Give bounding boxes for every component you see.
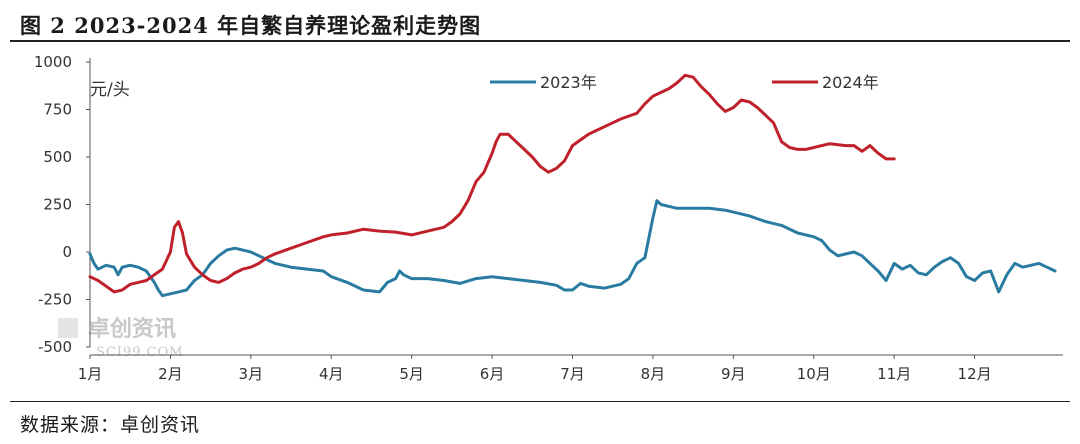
x-tick-label: 3月 (239, 365, 264, 383)
source-rule (10, 401, 1070, 402)
data-source: 数据来源：卓创资讯 (20, 414, 201, 436)
x-tick-label: 6月 (480, 365, 505, 383)
y-unit-label: 元/头 (90, 80, 130, 100)
x-tick-label: 12月 (958, 365, 992, 383)
x-tick-label: 2月 (158, 365, 183, 383)
watermark-logo: 卓创资讯 SCI99.COM (58, 317, 184, 360)
title-rule (10, 40, 1070, 42)
x-tick-label: 9月 (721, 365, 746, 383)
chart-legend: 2023年 2024年 (490, 73, 879, 92)
chart-axes: 1000 750 500 250 0 -250 -500 1月 2月 3月 4月 5月 6月 7月 8月 9月… (34, 53, 1063, 383)
x-tick-label: 11月 (877, 365, 911, 383)
y-tick-label: -250 (38, 291, 72, 309)
y-tick-label: 1000 (34, 53, 72, 71)
watermark-cn: 卓创资讯 (88, 317, 176, 342)
legend-label: 2023年 (540, 73, 597, 92)
profit-line-chart: 卓创资讯 SCI99.COM 1000 750 500 250 0 -250 -500 1月 2… (34, 53, 1063, 383)
series-line-2023 (88, 199, 1057, 298)
x-tick-label: 8月 (641, 365, 666, 383)
y-tick-label: 500 (43, 148, 72, 166)
series-line-2024 (88, 73, 896, 294)
series-layer (88, 73, 1057, 298)
x-tick-label: 1月 (78, 365, 103, 383)
y-tick-label: 750 (43, 101, 72, 119)
x-tick-label: 10月 (797, 365, 831, 383)
watermark-en: SCI99.COM (96, 345, 184, 360)
y-tick-label: 250 (43, 196, 72, 214)
y-tick-label: 0 (62, 243, 72, 261)
legend-label: 2024年 (822, 73, 879, 92)
x-tick-label: 4月 (319, 365, 344, 383)
y-tick-label: -500 (38, 338, 72, 356)
figure-title: 图 2 2023-2024 年自繁自养理论盈利走势图 (20, 13, 482, 38)
x-tick-label: 5月 (399, 365, 424, 383)
x-tick-label: 7月 (560, 365, 585, 383)
